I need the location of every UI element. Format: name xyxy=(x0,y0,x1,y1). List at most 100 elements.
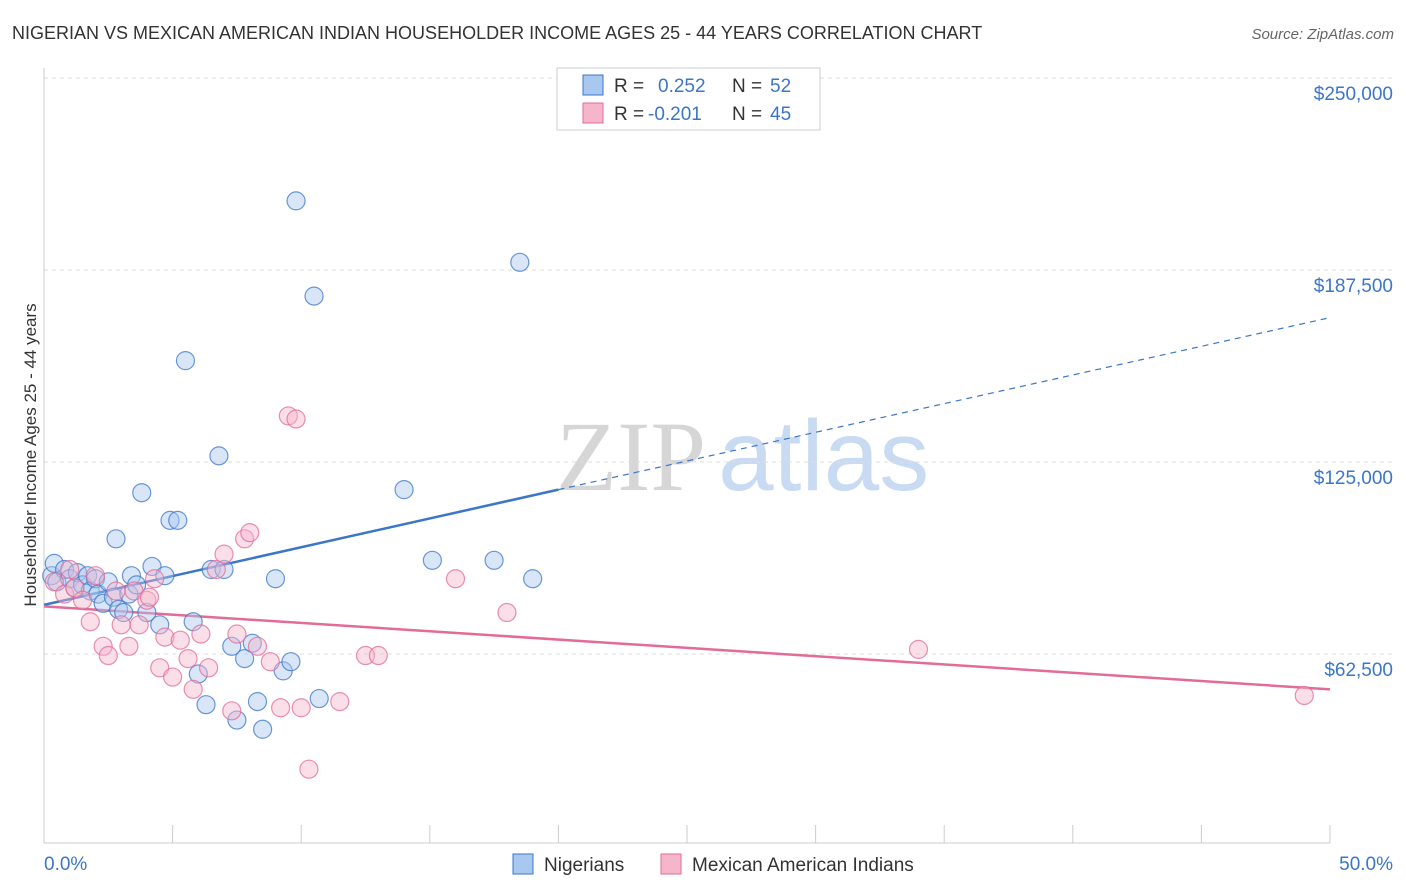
y-tick-label: $187,500 xyxy=(1314,276,1393,297)
point-nigerians xyxy=(78,566,98,586)
point-mexican-american-indians xyxy=(240,523,260,543)
point-nigerians xyxy=(150,615,170,635)
y-tick-label: $250,000 xyxy=(1314,84,1393,105)
stats-n-value-2: 45 xyxy=(770,104,791,125)
point-nigerians xyxy=(183,612,203,632)
point-nigerians xyxy=(196,695,216,715)
stats-r-value-2: -0.201 xyxy=(648,104,702,125)
stats-legend-box: R = 0.252 N = 52 R = -0.201 N = 45 xyxy=(556,67,821,131)
point-mexican-american-indians xyxy=(278,406,298,426)
point-nigerians xyxy=(188,664,208,684)
point-nigerians xyxy=(175,351,196,371)
point-nigerians xyxy=(309,688,329,709)
point-mexican-american-indians xyxy=(214,544,234,564)
point-mexican-american-indians xyxy=(72,590,93,610)
point-mexican-american-indians xyxy=(191,624,211,644)
point-nigerians xyxy=(106,529,126,549)
point-mexican-american-indians xyxy=(170,630,190,650)
point-nigerians xyxy=(168,510,188,530)
zipatlas-watermark: ZIP atlas xyxy=(556,400,929,512)
point-nigerians xyxy=(132,483,152,503)
y-tick-labels: $62,500 $125,000 $187,500 $250,000 xyxy=(1314,84,1393,681)
point-mexican-american-indians xyxy=(111,615,131,635)
point-mexican-american-indians xyxy=(139,587,160,607)
point-mexican-american-indians xyxy=(222,701,242,721)
point-mexican-american-indians xyxy=(1294,685,1314,706)
point-nigerians xyxy=(394,480,414,500)
stats-r-label-2: R = xyxy=(614,104,644,125)
x-tick-label: 50.0% xyxy=(1339,854,1393,875)
y-tick-label: $125,000 xyxy=(1314,468,1393,489)
point-nigerians xyxy=(247,692,268,712)
stats-swatch-mexican-american-indians xyxy=(582,102,604,124)
point-nigerians xyxy=(510,252,530,272)
watermark-zip: ZIP xyxy=(556,401,706,512)
point-mexican-american-indians xyxy=(155,627,175,647)
y-tick-label: $62,500 xyxy=(1324,660,1393,681)
trend-line-mexican-american-indians xyxy=(43,605,1331,691)
point-mexican-american-indians xyxy=(286,409,306,429)
stats-n-value-1: 52 xyxy=(770,76,791,97)
point-nigerians xyxy=(304,286,324,306)
point-mexican-american-indians xyxy=(60,559,80,580)
point-mexican-american-indians xyxy=(85,566,106,586)
axes xyxy=(43,68,1331,844)
point-mexican-american-indians xyxy=(106,581,126,601)
point-mexican-american-indians xyxy=(80,612,100,632)
stats-n-label-2: N = xyxy=(732,104,762,125)
x-tick-labels: 0.0% 50.0% xyxy=(44,854,1393,875)
point-nigerians xyxy=(286,191,306,211)
point-nigerians xyxy=(214,559,234,580)
point-mexican-american-indians xyxy=(291,698,311,718)
stats-r-value-1: 0.252 xyxy=(658,76,706,97)
point-mexican-american-indians xyxy=(260,652,280,672)
point-mexican-american-indians xyxy=(235,529,255,549)
point-mexican-american-indians xyxy=(178,649,198,669)
point-mexican-american-indians xyxy=(908,639,929,659)
point-mexican-american-indians xyxy=(129,615,149,635)
y-axis-label: Householder Income Ages 25 - 44 years xyxy=(21,303,40,606)
point-mexican-american-indians xyxy=(98,645,118,666)
point-nigerians xyxy=(108,599,129,620)
legend-swatch-nigerians xyxy=(512,853,534,875)
stats-swatch-nigerians xyxy=(582,74,604,96)
point-nigerians xyxy=(121,566,142,586)
grid-lines xyxy=(44,77,1395,655)
point-nigerians xyxy=(253,719,273,739)
point-mexican-american-indians xyxy=(144,569,165,589)
point-nigerians xyxy=(523,569,543,589)
point-nigerians xyxy=(235,649,255,669)
point-nigerians xyxy=(160,510,180,530)
point-mexican-american-indians xyxy=(44,572,64,592)
legend-label-nigerians: Nigerians xyxy=(544,855,624,876)
scatter-points xyxy=(42,191,1314,779)
point-mexican-american-indians xyxy=(119,636,139,656)
point-mexican-american-indians xyxy=(271,698,291,718)
point-nigerians xyxy=(265,569,286,589)
point-mexican-american-indians xyxy=(247,636,268,656)
point-mexican-american-indians xyxy=(445,569,466,589)
point-mexican-american-indians xyxy=(330,692,350,712)
point-nigerians xyxy=(484,550,504,570)
point-mexican-american-indians xyxy=(54,584,75,604)
point-nigerians xyxy=(114,602,134,623)
legend-swatch-mexican-american-indians xyxy=(660,853,682,875)
bottom-legend: Nigerians Mexican American Indians xyxy=(512,853,914,876)
watermark-atlas: atlas xyxy=(718,400,929,512)
point-mexican-american-indians xyxy=(183,679,203,699)
point-mexican-american-indians xyxy=(206,559,226,580)
stats-n-label-1: N = xyxy=(732,76,762,97)
point-mexican-american-indians xyxy=(227,624,247,644)
point-mexican-american-indians xyxy=(199,658,219,678)
legend-label-mexican-american-indians: Mexican American Indians xyxy=(692,855,914,876)
point-nigerians xyxy=(281,652,301,672)
point-mexican-american-indians xyxy=(497,602,517,623)
point-nigerians xyxy=(242,633,262,653)
point-nigerians xyxy=(422,550,442,570)
point-mexican-american-indians xyxy=(299,759,319,779)
point-nigerians xyxy=(222,636,242,656)
point-nigerians xyxy=(209,446,229,466)
chart-title: NIGERIAN VS MEXICAN AMERICAN INDIAN HOUS… xyxy=(12,23,982,43)
point-nigerians xyxy=(227,710,247,730)
